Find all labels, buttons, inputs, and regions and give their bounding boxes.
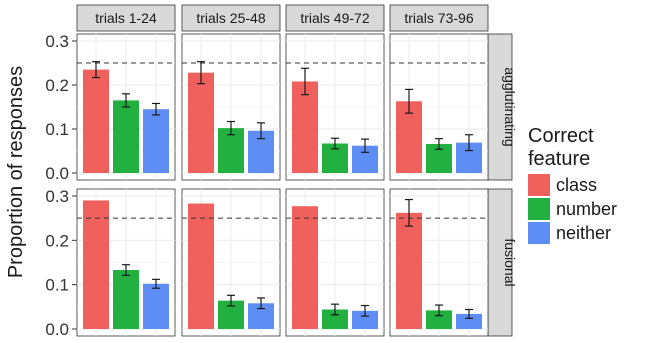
y-tick-label: 0.3 — [45, 32, 69, 51]
column-strip-label: trials 73-96 — [404, 10, 473, 26]
legend: Correct feature class number neither — [528, 125, 617, 244]
error-bar — [197, 61, 205, 85]
legend-label-class: class — [556, 175, 597, 195]
bar-neither — [352, 310, 378, 329]
error-bar — [465, 308, 473, 319]
error-bar — [122, 264, 130, 276]
bar-class — [292, 206, 318, 329]
row-strip-label: fusional — [502, 238, 518, 286]
legend-title-line-1: Correct — [528, 125, 594, 147]
bar-class — [292, 81, 318, 173]
y-tick-label: 0.2 — [45, 231, 69, 250]
error-bar — [361, 304, 369, 317]
error-bar — [331, 303, 339, 316]
bar-neither — [143, 109, 169, 173]
legend-title-line-2: feature — [528, 148, 590, 170]
bar-class — [83, 200, 109, 329]
column-strip — [76, 4, 176, 32]
bar-neither — [143, 283, 169, 329]
error-bar — [301, 67, 309, 96]
legend-label-number: number — [556, 199, 617, 219]
y-axis-layer: 0.0 0.1 0.2 0.3 0.0 0.1 0.2 0.3 — [45, 32, 77, 339]
bar-number — [218, 128, 244, 173]
error-bar — [405, 198, 413, 227]
panel-layer: trials 1-24 trials 25-48 trials 49-72 trial… — [76, 4, 518, 337]
legend-key-neither — [528, 222, 550, 244]
legend-key-number — [528, 198, 550, 220]
error-bar — [227, 294, 235, 307]
error-bar — [331, 137, 339, 150]
bar-class — [396, 212, 422, 329]
bar-number — [113, 100, 139, 173]
error-bar — [405, 88, 413, 114]
column-strip — [389, 4, 489, 32]
y-axis-label: Proportion of responses — [5, 66, 27, 278]
legend-key-class — [528, 174, 550, 196]
error-bar — [152, 278, 160, 289]
column-strip — [285, 4, 385, 32]
bar-number — [426, 310, 452, 329]
bar-number — [113, 270, 139, 329]
column-strip — [181, 4, 281, 32]
y-tick-label: 0.2 — [45, 76, 69, 95]
error-bar — [92, 61, 100, 79]
bar-number — [322, 309, 348, 329]
y-tick-label: 0.0 — [45, 164, 69, 183]
error-bar — [435, 138, 443, 150]
row-strip-label: agglutinating — [502, 67, 518, 146]
column-strip-label: trials 1-24 — [95, 10, 157, 26]
error-bar — [361, 138, 369, 153]
column-strip-label: trials 25-48 — [196, 10, 265, 26]
error-bar — [152, 102, 160, 116]
error-bar — [257, 122, 265, 140]
bar-class — [188, 203, 214, 329]
bar-class — [188, 72, 214, 173]
y-tick-label: 0.0 — [45, 320, 69, 339]
legend-label-neither: neither — [556, 223, 611, 243]
error-bar — [227, 120, 235, 136]
bar-class — [83, 69, 109, 173]
error-bar — [435, 304, 443, 317]
error-bar — [465, 134, 473, 152]
row-strip — [487, 33, 513, 181]
y-tick-label: 0.3 — [45, 187, 69, 206]
error-bar — [122, 93, 130, 108]
bar-neither — [456, 313, 482, 329]
error-bar — [257, 297, 265, 310]
y-tick-label: 0.1 — [45, 120, 69, 139]
column-strip-label: trials 49-72 — [300, 10, 369, 26]
y-tick-label: 0.1 — [45, 276, 69, 295]
